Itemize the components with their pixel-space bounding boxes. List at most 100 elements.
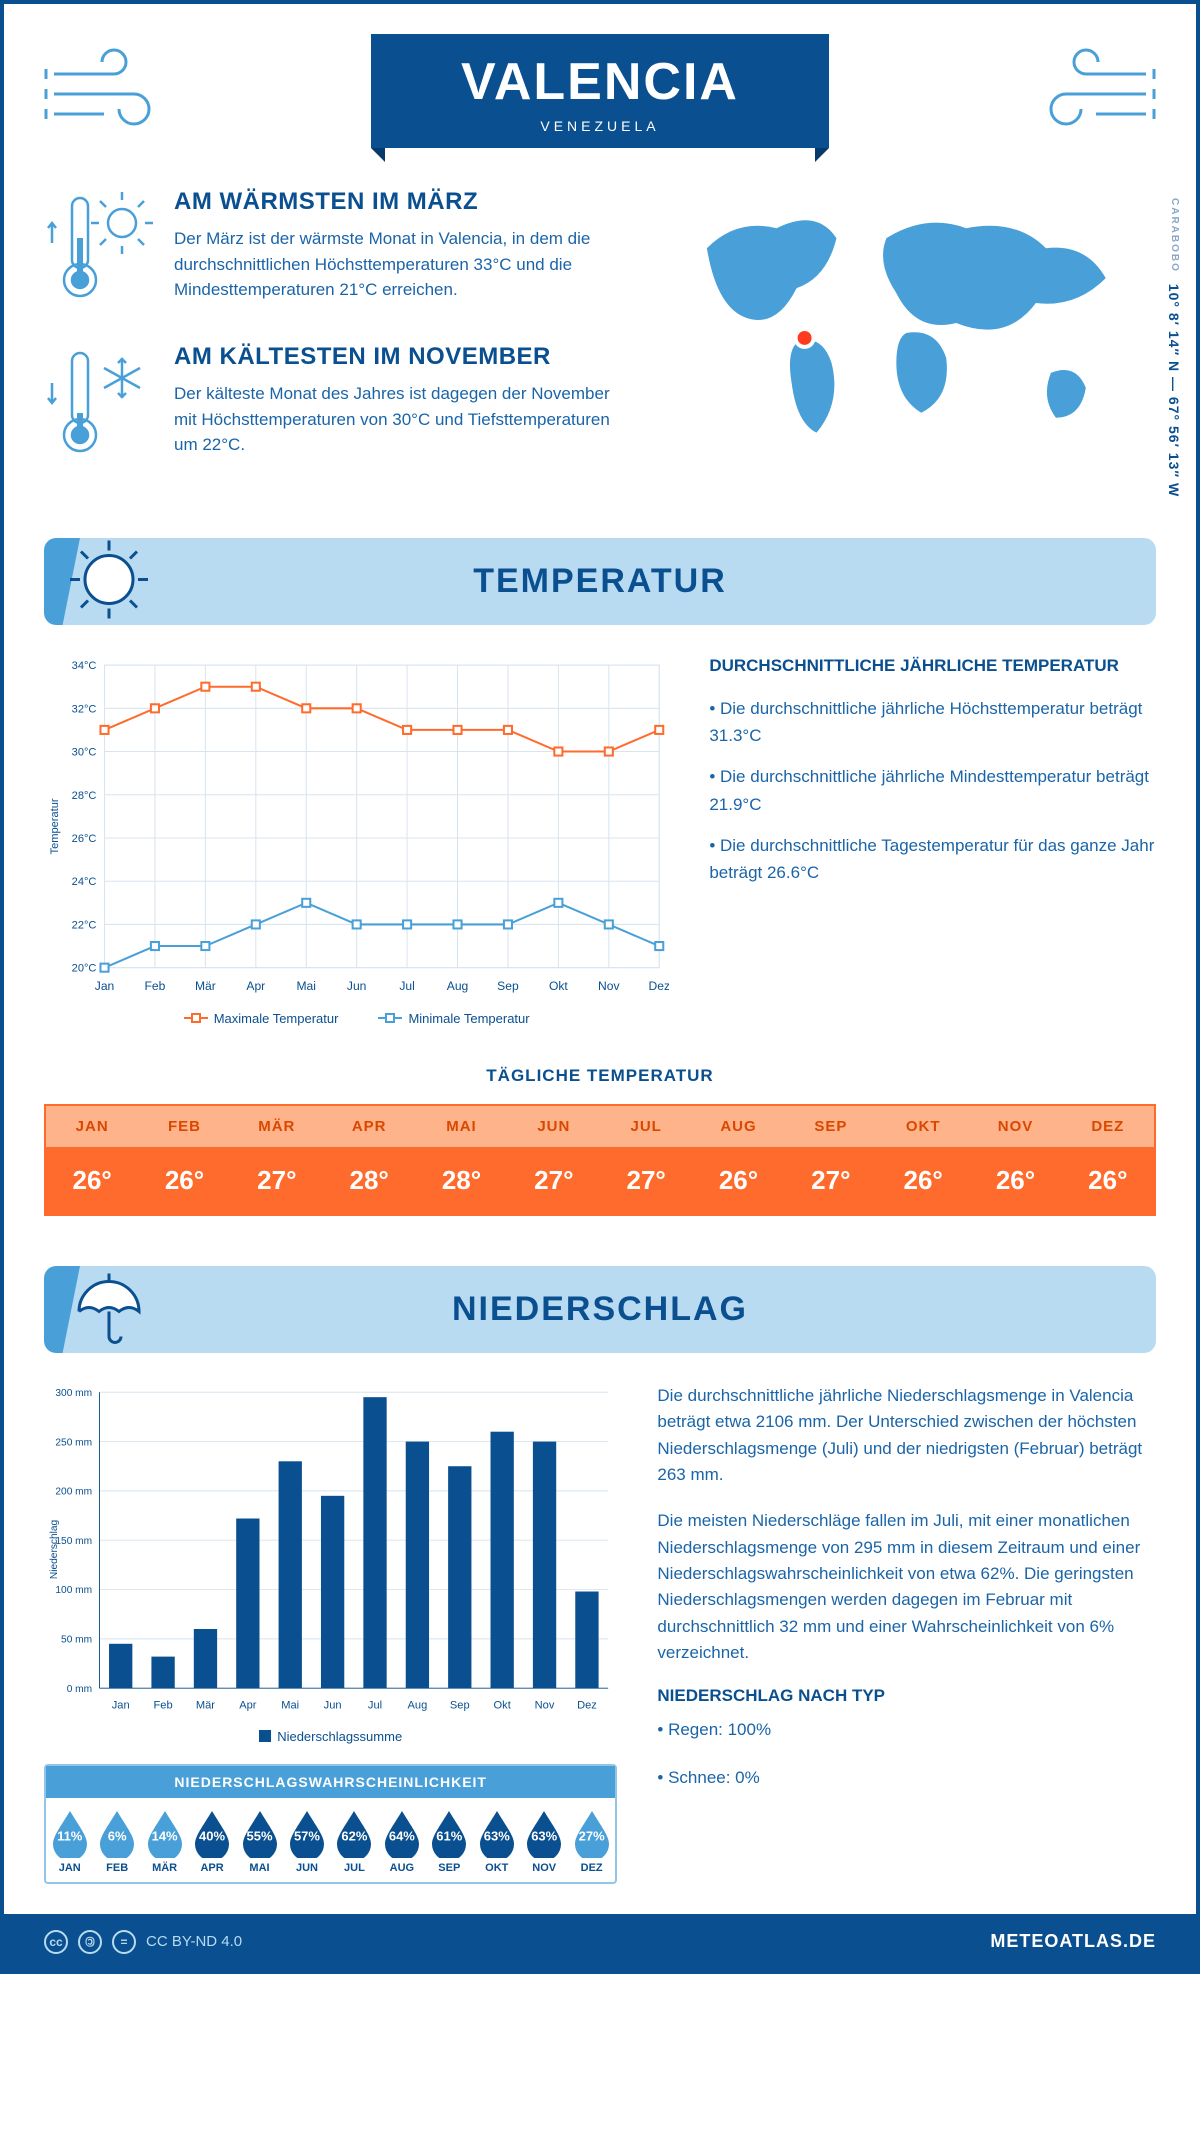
daily-temp-title: TÄGLICHE TEMPERATUR	[44, 1066, 1156, 1086]
svg-text:Niederschlag: Niederschlag	[49, 1520, 60, 1579]
precip-bar-chart: 0 mm50 mm100 mm150 mm200 mm250 mm300 mmN…	[44, 1383, 617, 1716]
temp-table-value: 26°	[969, 1147, 1061, 1214]
prob-cell: 64%AUG	[378, 1798, 425, 1882]
prob-title: NIEDERSCHLAGSWAHRSCHEINLICHKEIT	[46, 1766, 615, 1798]
temp-table-value: 28°	[415, 1147, 507, 1214]
svg-text:Mai: Mai	[281, 1699, 299, 1711]
warmest-text: Der März ist der wärmste Monat in Valenc…	[174, 226, 617, 303]
prob-cell: 40%APR	[188, 1798, 235, 1882]
svg-text:24°C: 24°C	[72, 876, 97, 888]
temp-table-header: JUL	[600, 1106, 692, 1147]
svg-text:34°C: 34°C	[72, 660, 97, 672]
svg-text:Nov: Nov	[535, 1699, 555, 1711]
svg-text:Aug: Aug	[408, 1699, 428, 1711]
wind-icon-right	[1016, 44, 1156, 144]
svg-text:30°C: 30°C	[72, 747, 97, 759]
nd-icon: =	[112, 1930, 136, 1954]
svg-text:Sep: Sep	[497, 979, 519, 993]
prob-cell: 62%JUL	[331, 1798, 378, 1882]
svg-text:Mär: Mär	[196, 1699, 215, 1711]
coldest-title: AM KÄLTESTEN IM NOVEMBER	[174, 343, 617, 371]
temp-table-header: DEZ	[1062, 1106, 1154, 1147]
world-map-block: CARABOBO 10° 8′ 14″ N — 67° 56′ 13″ W	[657, 188, 1156, 498]
precip-type-bullet: • Schnee: 0%	[657, 1764, 1156, 1791]
svg-text:Nov: Nov	[598, 979, 620, 993]
temp-table-value: 27°	[785, 1147, 877, 1214]
svg-text:Dez: Dez	[577, 1699, 597, 1711]
svg-text:50 mm: 50 mm	[61, 1634, 92, 1645]
legend-min: Minimale Temperatur	[378, 1011, 529, 1026]
coords-label: 10° 8′ 14″ N — 67° 56′ 13″ W	[1166, 284, 1182, 497]
svg-text:Jan: Jan	[95, 979, 115, 993]
svg-text:0 mm: 0 mm	[67, 1684, 92, 1695]
svg-text:Apr: Apr	[239, 1699, 257, 1711]
umbrella-icon	[64, 1266, 154, 1353]
warmest-title: AM WÄRMSTEN IM MÄRZ	[174, 188, 617, 216]
precip-type-title: NIEDERSCHLAG NACH TYP	[657, 1686, 1156, 1706]
prob-cell: 11%JAN	[46, 1798, 93, 1882]
svg-text:20°C: 20°C	[72, 963, 97, 975]
svg-text:28°C: 28°C	[72, 790, 97, 802]
temp-bullet: • Die durchschnittliche Tagestemperatur …	[709, 832, 1156, 886]
prob-cell: 63%NOV	[520, 1798, 567, 1882]
country-subtitle: VENEZUELA	[461, 118, 739, 134]
region-label: CARABOBO	[1169, 198, 1180, 273]
daily-temp-table: JANFEBMÄRAPRMAIJUNJULAUGSEPOKTNOVDEZ26°2…	[44, 1104, 1156, 1216]
svg-text:200 mm: 200 mm	[55, 1487, 92, 1498]
coldest-block: AM KÄLTESTEN IM NOVEMBER Der kälteste Mo…	[44, 343, 617, 468]
temp-table-value: 26°	[692, 1147, 784, 1214]
legend-precip: Niederschlagssumme	[259, 1729, 402, 1744]
temp-table-header: OKT	[877, 1106, 969, 1147]
prob-cell: 14%MÄR	[141, 1798, 188, 1882]
precip-title: NIEDERSCHLAG	[44, 1290, 1156, 1329]
temp-table-value: 26°	[877, 1147, 969, 1214]
svg-text:Sep: Sep	[450, 1699, 470, 1711]
svg-text:Okt: Okt	[494, 1699, 511, 1711]
svg-text:22°C: 22°C	[72, 919, 97, 931]
title-banner: VALENCIA VENEZUELA	[371, 34, 829, 148]
svg-text:100 mm: 100 mm	[55, 1585, 92, 1596]
prob-cell: 27%DEZ	[568, 1798, 615, 1882]
prob-cell: 57%JUN	[283, 1798, 330, 1882]
temp-table-header: SEP	[785, 1106, 877, 1147]
temp-table-value: 28°	[323, 1147, 415, 1214]
temp-table-value: 26°	[138, 1147, 230, 1214]
temperature-title: TEMPERATUR	[44, 562, 1156, 601]
precip-para-2: Die meisten Niederschläge fallen im Juli…	[657, 1508, 1156, 1666]
svg-text:Jul: Jul	[399, 979, 414, 993]
warmest-block: AM WÄRMSTEN IM MÄRZ Der März ist der wär…	[44, 188, 617, 313]
temp-table-header: FEB	[138, 1106, 230, 1147]
svg-text:Jun: Jun	[324, 1699, 342, 1711]
svg-text:150 mm: 150 mm	[55, 1536, 92, 1547]
prob-cell: 61%SEP	[426, 1798, 473, 1882]
temp-bullet: • Die durchschnittliche jährliche Höchst…	[709, 695, 1156, 749]
temp-table-header: JUN	[508, 1106, 600, 1147]
temp-table-header: MÄR	[231, 1106, 323, 1147]
svg-text:Feb: Feb	[154, 1699, 173, 1711]
svg-text:Aug: Aug	[447, 979, 469, 993]
header: VALENCIA VENEZUELA	[44, 34, 1156, 148]
thermometer-sun-icon	[44, 188, 154, 313]
svg-text:Apr: Apr	[246, 979, 265, 993]
svg-text:300 mm: 300 mm	[55, 1388, 92, 1399]
svg-text:Temperatur: Temperatur	[49, 798, 61, 854]
prob-cell: 6%FEB	[93, 1798, 140, 1882]
thermometer-snow-icon	[44, 343, 154, 468]
prob-cell: 55%MAI	[236, 1798, 283, 1882]
intro-row: AM WÄRMSTEN IM MÄRZ Der März ist der wär…	[44, 188, 1156, 498]
temp-table-value: 27°	[508, 1147, 600, 1214]
precip-para-1: Die durchschnittliche jährliche Niedersc…	[657, 1383, 1156, 1488]
temperature-line-chart: 20°C22°C24°C26°C28°C30°C32°C34°CJanFebMä…	[44, 655, 669, 1026]
precip-type-bullet: • Regen: 100%	[657, 1716, 1156, 1743]
temp-table-value: 26°	[46, 1147, 138, 1214]
temp-table-header: APR	[323, 1106, 415, 1147]
precip-section-header: NIEDERSCHLAG	[44, 1266, 1156, 1353]
svg-text:Okt: Okt	[549, 979, 568, 993]
temp-table-header: NOV	[969, 1106, 1061, 1147]
temperature-section-header: TEMPERATUR	[44, 538, 1156, 625]
svg-text:Feb: Feb	[145, 979, 166, 993]
svg-text:Jul: Jul	[368, 1699, 382, 1711]
svg-text:Mai: Mai	[296, 979, 315, 993]
temp-table-header: JAN	[46, 1106, 138, 1147]
temp-bullet: • Die durchschnittliche jährliche Mindes…	[709, 763, 1156, 817]
